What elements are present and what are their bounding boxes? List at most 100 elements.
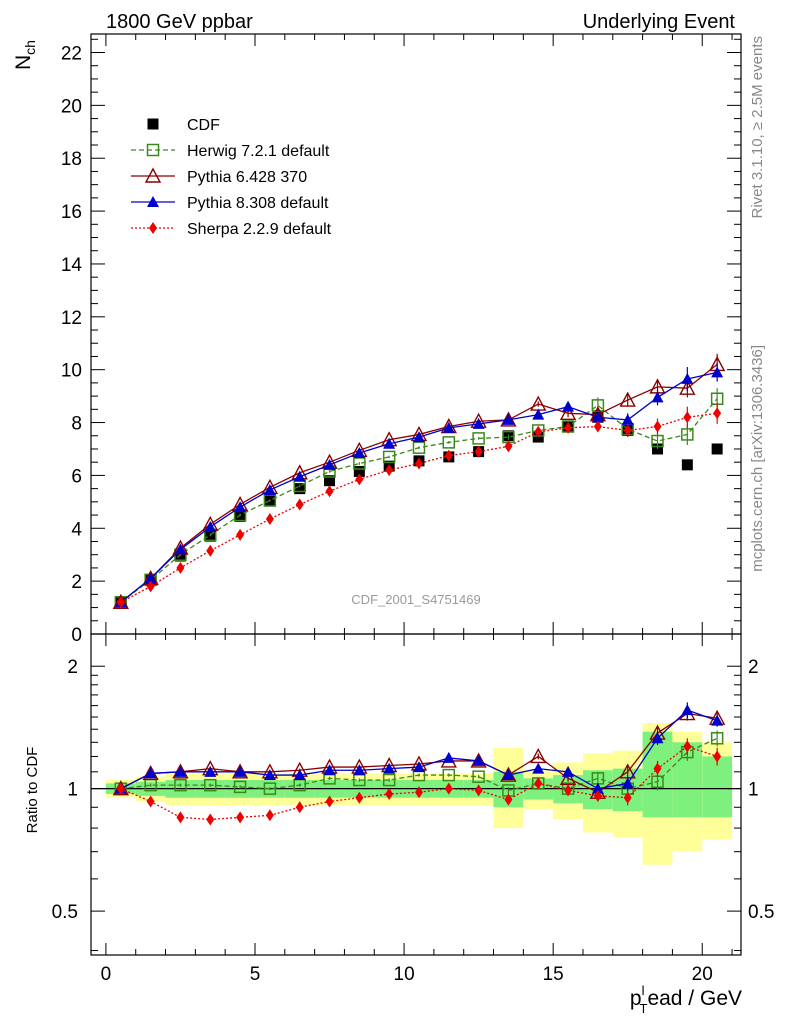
y-label-main: N bbox=[12, 55, 35, 70]
sherpa-point bbox=[325, 795, 334, 808]
pythia6-point bbox=[559, 404, 577, 420]
x-tick-label: 20 bbox=[692, 964, 713, 985]
pythia6-point bbox=[619, 391, 636, 407]
pythia8-point bbox=[621, 777, 634, 789]
sherpa-point bbox=[355, 791, 364, 804]
sherpa-point bbox=[623, 791, 632, 804]
x-tick-label: 0 bbox=[101, 964, 112, 985]
pythia8-point bbox=[147, 196, 159, 207]
pythia8-point bbox=[711, 714, 724, 726]
legend-label-pythia8: Pythia 8.308 default bbox=[187, 195, 329, 212]
sherpa-point bbox=[683, 740, 692, 753]
pythia6-point bbox=[530, 747, 547, 764]
sherpa-point bbox=[146, 795, 155, 808]
sherpa-point bbox=[295, 498, 304, 511]
pythia8-point bbox=[442, 751, 455, 763]
cdf-point bbox=[681, 459, 693, 471]
pythia8-point bbox=[383, 437, 396, 449]
sherpa-point bbox=[265, 513, 274, 526]
pythia8-point bbox=[234, 765, 247, 777]
y-tick-label: 14 bbox=[61, 255, 83, 276]
y-tick-label: 10 bbox=[61, 361, 82, 382]
herwig-point bbox=[681, 428, 694, 441]
legend-label-pythia6: Pythia 6.428 370 bbox=[187, 169, 307, 186]
sherpa-point bbox=[593, 420, 602, 433]
herwig-point bbox=[263, 494, 277, 507]
y-tick-label: 6 bbox=[71, 466, 82, 487]
pythia8-point bbox=[681, 372, 694, 384]
cdf-point bbox=[324, 475, 336, 487]
sherpa-point bbox=[116, 596, 125, 609]
sherpa-point bbox=[414, 457, 423, 470]
pythia8-point bbox=[562, 400, 575, 412]
herwig-point bbox=[472, 432, 485, 445]
pythia8-point bbox=[174, 543, 187, 555]
sherpa-point bbox=[564, 784, 573, 797]
pythia8-point bbox=[681, 704, 694, 716]
pythia6-point bbox=[559, 769, 577, 786]
y-label-main-sub: ch bbox=[22, 40, 38, 55]
x-tick-label: 10 bbox=[394, 964, 415, 985]
herwig-point bbox=[263, 782, 277, 795]
sherpa-point bbox=[534, 425, 543, 438]
pythia8-point bbox=[502, 413, 515, 425]
pythia8-point bbox=[174, 765, 187, 777]
pythia8-point bbox=[651, 391, 664, 403]
pythia8-point bbox=[234, 501, 247, 513]
pythia8-point bbox=[323, 764, 336, 776]
y-tick-label: 4 bbox=[71, 519, 82, 540]
x-tick-label: 15 bbox=[543, 964, 564, 985]
x-axis-label: pl Tead / GeV bbox=[630, 983, 742, 1016]
pythia8-point bbox=[293, 470, 306, 482]
ratio-y-tick-label-right: 0.5 bbox=[748, 902, 774, 923]
sherpa-point bbox=[534, 777, 543, 790]
sherpa-point bbox=[653, 762, 662, 775]
pythia8-point bbox=[293, 769, 306, 781]
pythia8-line bbox=[120, 371, 718, 603]
sherpa-point bbox=[653, 420, 662, 433]
cdf-point bbox=[147, 118, 159, 130]
ratio-y-tick-label: 0.5 bbox=[52, 902, 78, 923]
pythia8-point bbox=[621, 413, 634, 425]
pythia8-point bbox=[323, 458, 336, 470]
x-label-p: p bbox=[630, 987, 642, 1010]
sherpa-point bbox=[683, 411, 692, 424]
sherpa-ratio-line bbox=[120, 745, 718, 821]
pythia8-point bbox=[472, 417, 485, 429]
sherpa-point bbox=[414, 786, 423, 799]
pythia8-point bbox=[204, 520, 217, 532]
header-left-label: 1800 GeV ppbar bbox=[106, 11, 253, 33]
herwig-point bbox=[382, 773, 396, 787]
x-label-sup: l bbox=[642, 983, 645, 998]
x-label-rest: ead / GeV bbox=[647, 987, 742, 1010]
legend-label-cdf: CDF bbox=[187, 117, 220, 134]
herwig-point bbox=[204, 778, 217, 792]
rivet-version-label: Rivet 3.1.10, ≥ 2.5M events bbox=[749, 36, 766, 219]
y-tick-label: 22 bbox=[61, 44, 82, 65]
pythia8-point bbox=[591, 411, 604, 423]
svg-text:Nch: Nch bbox=[12, 40, 38, 70]
cdf-point bbox=[294, 483, 306, 495]
ratio-y-tick-label-right: 2 bbox=[748, 657, 759, 678]
pythia8-point bbox=[412, 431, 425, 443]
pythia8-point bbox=[204, 765, 217, 777]
herwig-point bbox=[412, 441, 426, 454]
sherpa-point bbox=[713, 750, 722, 763]
sherpa-point bbox=[236, 811, 245, 824]
herwig-point bbox=[382, 450, 396, 464]
sherpa-point bbox=[265, 809, 274, 822]
sherpa-point bbox=[444, 782, 453, 795]
ratio-y-tick-label-right: 1 bbox=[748, 780, 759, 801]
pythia8-point bbox=[532, 762, 545, 774]
sherpa-point bbox=[713, 407, 722, 420]
header-right-label: Underlying Event bbox=[583, 11, 736, 33]
herwig-point bbox=[146, 143, 160, 157]
pythia8-point bbox=[263, 483, 276, 495]
main-y-axis-label: Nch bbox=[12, 40, 38, 70]
ratio-panel: 0 5 10 15 20 0.5 1 2 0.5 1 2 bbox=[52, 633, 774, 985]
pythia8-point bbox=[532, 408, 545, 420]
pythia8-point bbox=[353, 446, 366, 458]
